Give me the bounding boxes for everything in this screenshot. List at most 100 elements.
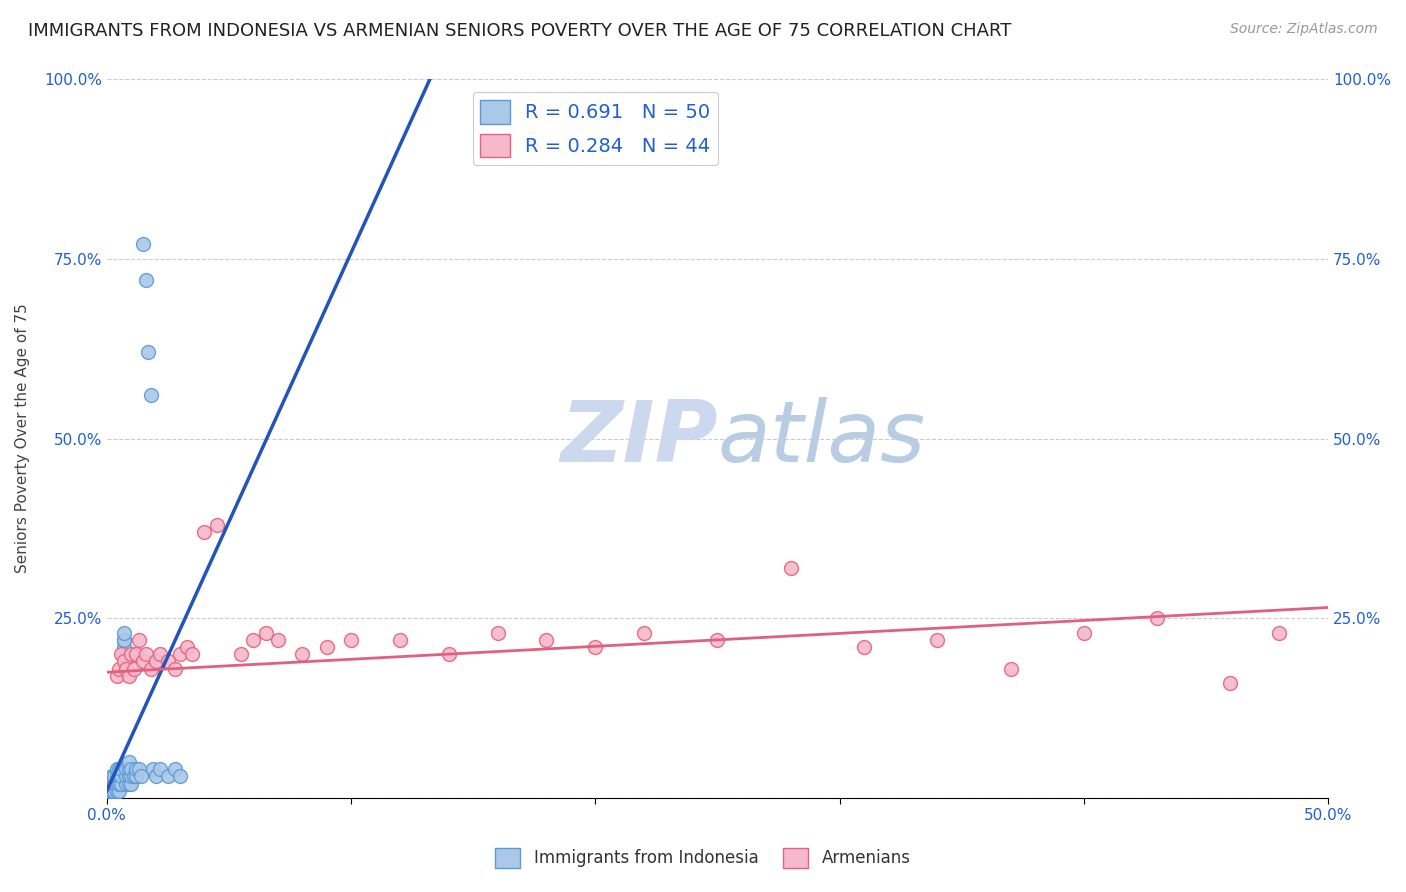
Point — [100, 784, 122, 798]
Point — [156, 655, 179, 669]
Point — [118, 669, 141, 683]
Point — [135, 647, 157, 661]
Point — [118, 770, 141, 784]
Point — [110, 762, 132, 776]
Point — [108, 770, 131, 784]
Point — [105, 784, 128, 798]
Point — [105, 762, 128, 776]
Point — [115, 770, 138, 784]
Point — [145, 770, 167, 784]
Point — [145, 655, 167, 669]
Point — [103, 777, 125, 791]
Point — [132, 237, 155, 252]
Point — [1219, 676, 1241, 690]
Point — [853, 640, 876, 654]
Text: Source: ZipAtlas.com: Source: ZipAtlas.com — [1230, 22, 1378, 37]
Point — [112, 640, 135, 654]
Point — [120, 777, 142, 791]
Point — [633, 625, 655, 640]
Point — [156, 770, 179, 784]
Text: atlas: atlas — [717, 397, 925, 480]
Y-axis label: Seniors Poverty Over the Age of 75: Seniors Poverty Over the Age of 75 — [15, 303, 30, 574]
Point — [132, 655, 155, 669]
Point — [118, 762, 141, 776]
Point — [112, 632, 135, 647]
Point — [1073, 625, 1095, 640]
Point — [108, 762, 131, 776]
Point — [122, 662, 145, 676]
Point — [315, 640, 337, 654]
Point — [291, 647, 314, 661]
Point — [105, 770, 128, 784]
Point — [110, 647, 132, 661]
Point — [1146, 611, 1168, 625]
Point — [142, 762, 165, 776]
Point — [267, 632, 290, 647]
Point — [100, 777, 122, 791]
Point — [1268, 625, 1291, 640]
Point — [108, 777, 131, 791]
Point — [176, 640, 198, 654]
Point — [110, 777, 132, 791]
Point — [437, 647, 460, 661]
Point — [103, 777, 125, 791]
Point — [120, 762, 142, 776]
Text: IMMIGRANTS FROM INDONESIA VS ARMENIAN SENIORS POVERTY OVER THE AGE OF 75 CORRELA: IMMIGRANTS FROM INDONESIA VS ARMENIAN SE… — [28, 22, 1011, 40]
Point — [242, 632, 264, 647]
Point — [927, 632, 949, 647]
Point — [125, 762, 148, 776]
Point — [779, 561, 801, 575]
Point — [149, 647, 172, 661]
Point — [125, 647, 148, 661]
Point — [135, 273, 157, 287]
Point — [100, 770, 122, 784]
Point — [115, 762, 138, 776]
Point — [112, 647, 135, 661]
Point — [108, 662, 131, 676]
Point — [103, 770, 125, 784]
Point — [115, 662, 138, 676]
Point — [139, 388, 162, 402]
Point — [118, 777, 141, 791]
Point — [254, 625, 277, 640]
Point — [129, 770, 152, 784]
Point — [122, 770, 145, 784]
Point — [706, 632, 728, 647]
Point — [205, 517, 228, 532]
Point — [193, 524, 215, 539]
Point — [103, 784, 125, 798]
Point — [340, 632, 363, 647]
Point — [118, 755, 141, 769]
Point — [128, 762, 150, 776]
Point — [486, 625, 509, 640]
Point — [165, 762, 187, 776]
Point — [388, 632, 411, 647]
Point — [112, 625, 135, 640]
Point — [120, 647, 142, 661]
Point — [120, 770, 142, 784]
Point — [583, 640, 606, 654]
Point — [105, 669, 128, 683]
Point — [149, 762, 172, 776]
Point — [108, 784, 131, 798]
Point — [536, 632, 558, 647]
Point — [139, 662, 162, 676]
Legend: Immigrants from Indonesia, Armenians: Immigrants from Indonesia, Armenians — [489, 841, 917, 875]
Point — [105, 777, 128, 791]
Point — [125, 770, 148, 784]
Point — [98, 784, 121, 798]
Point — [169, 770, 191, 784]
Point — [165, 662, 187, 676]
Point — [98, 777, 121, 791]
Point — [112, 632, 135, 647]
Legend: R = 0.691   N = 50, R = 0.284   N = 44: R = 0.691 N = 50, R = 0.284 N = 44 — [472, 92, 718, 165]
Point — [115, 777, 138, 791]
Point — [181, 647, 204, 661]
Point — [136, 345, 159, 359]
Point — [128, 632, 150, 647]
Text: ZIP: ZIP — [560, 397, 717, 480]
Point — [1000, 662, 1022, 676]
Point — [112, 655, 135, 669]
Point — [229, 647, 252, 661]
Point — [110, 770, 132, 784]
